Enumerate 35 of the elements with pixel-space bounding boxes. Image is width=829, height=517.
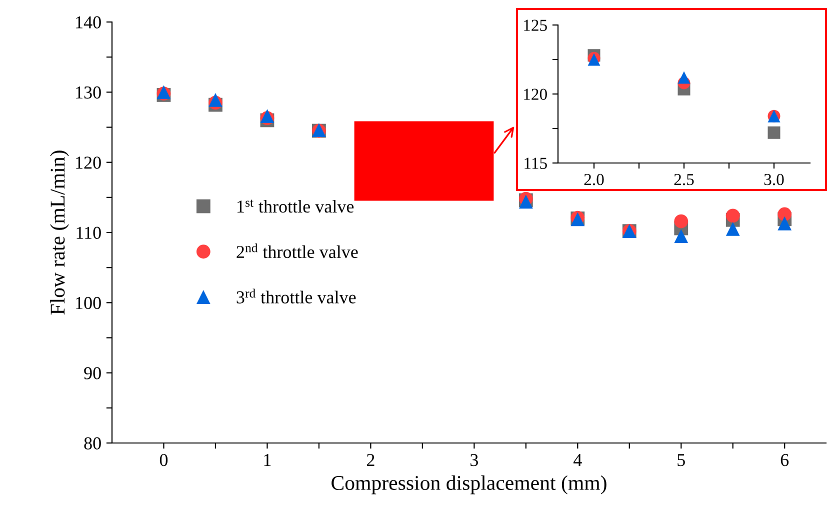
x-axis-title: Compression displacement (mm) <box>332 475 606 494</box>
y-axis-title: Flow rate (mL/min) <box>50 150 69 315</box>
point <box>260 109 274 123</box>
y-tick-label: 130 <box>76 86 101 99</box>
x-tick-label: 3 <box>470 454 478 466</box>
y-tick-label: 115 <box>524 158 547 169</box>
point <box>778 216 792 230</box>
legend-label: 1$^{st}$ throttle valve <box>238 200 354 213</box>
y-tick-label: 80 <box>84 437 101 450</box>
point <box>726 222 740 236</box>
point <box>674 229 688 243</box>
point <box>768 126 780 139</box>
point <box>678 71 690 84</box>
x-tick-label: 2 <box>366 454 374 466</box>
x-tick-label: 0 <box>160 454 168 466</box>
legend-label: 2$^{nd}$ throttle valve <box>236 243 358 258</box>
legend-label: 3$^{rd}$ throttle valve <box>236 288 356 304</box>
x-tick-label: 1 <box>264 454 271 466</box>
y-tick-label: 140 <box>76 16 101 28</box>
x-tick-label: 5 <box>678 454 685 466</box>
point <box>778 207 792 222</box>
x-tick-label: 6 <box>780 454 789 466</box>
y-tick-label: 100 <box>76 296 101 310</box>
y-tick-label: 90 <box>84 367 101 380</box>
x-tick-label: 2.5 <box>674 174 694 186</box>
y-tick-label: 120 <box>76 156 101 169</box>
y-tick-label: 120 <box>524 88 547 100</box>
x-tick-label: 3.0 <box>764 174 784 186</box>
y-tick-label: 125 <box>524 20 547 31</box>
y-tick-label: 110 <box>76 226 101 239</box>
x-tick-label: 4 <box>573 454 582 466</box>
point <box>726 208 740 223</box>
point <box>208 92 222 107</box>
x-tick-label: 2.0 <box>584 174 604 186</box>
point <box>674 214 688 228</box>
